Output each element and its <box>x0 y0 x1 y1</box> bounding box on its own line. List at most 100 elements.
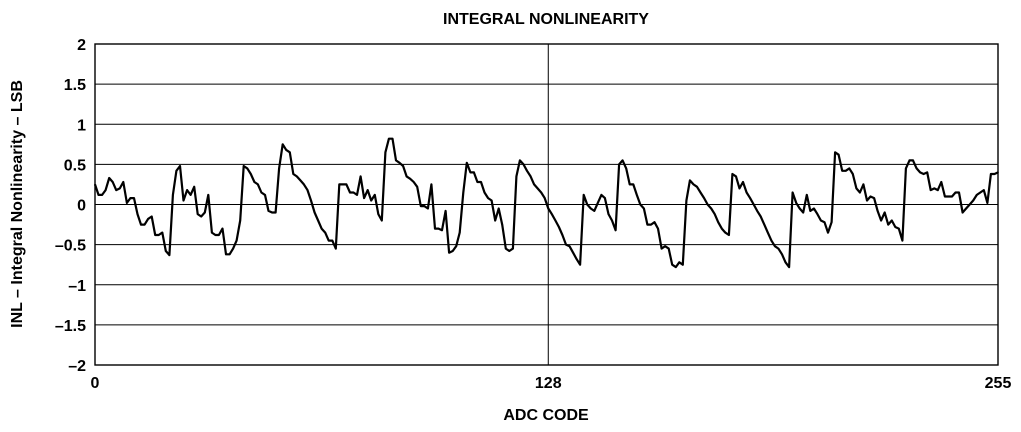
data-point <box>986 202 989 204</box>
y-tick-label: 1 <box>77 117 86 134</box>
y-tick-label: 2 <box>77 37 86 54</box>
data-point <box>490 199 493 202</box>
data-point <box>536 187 539 190</box>
data-point <box>402 165 404 167</box>
data-point <box>161 231 164 234</box>
y-tick-label: 1.5 <box>64 77 86 94</box>
data-point <box>968 203 971 206</box>
data-point <box>823 221 826 223</box>
data-point <box>568 245 571 247</box>
data-point <box>965 207 967 210</box>
data-point <box>154 234 156 236</box>
data-point <box>189 194 192 196</box>
data-point <box>728 234 730 236</box>
data-point <box>551 213 553 215</box>
data-point <box>388 137 390 140</box>
data-point <box>646 223 649 226</box>
data-point <box>745 191 748 194</box>
data-point <box>618 163 620 166</box>
data-point <box>480 181 482 183</box>
data-point <box>405 175 408 178</box>
data-point <box>958 191 960 194</box>
data-point <box>724 231 727 234</box>
data-point <box>855 187 858 190</box>
data-point <box>611 219 613 222</box>
data-point <box>961 211 964 214</box>
data-point <box>533 183 535 186</box>
data-point <box>997 171 999 174</box>
data-point <box>937 189 939 191</box>
data-point <box>650 223 652 226</box>
data-point <box>515 175 518 178</box>
x-tick-label: 255 <box>985 375 1012 392</box>
data-point <box>299 179 302 182</box>
data-point <box>802 211 804 214</box>
data-points <box>94 137 999 268</box>
data-point <box>412 181 415 183</box>
data-point <box>887 223 889 226</box>
data-point <box>409 178 412 180</box>
data-point <box>558 226 560 228</box>
data-point <box>303 183 305 186</box>
data-point <box>200 215 202 218</box>
data-point <box>752 203 755 206</box>
y-tick-label: –2 <box>68 358 86 375</box>
data-point <box>204 211 206 214</box>
data-point <box>628 183 631 186</box>
data-point <box>253 181 256 183</box>
x-axis-title: ADC CODE <box>503 407 589 424</box>
data-point <box>175 170 178 172</box>
data-point <box>749 197 751 199</box>
data-point <box>483 191 486 194</box>
x-tick-labels: 0 128 255 <box>91 375 1012 392</box>
data-point <box>873 197 875 199</box>
data-point <box>384 151 387 154</box>
plot-frame <box>94 43 999 366</box>
data-point <box>157 234 160 236</box>
data-point <box>115 189 117 191</box>
data-point <box>473 171 475 174</box>
data-point <box>777 247 780 250</box>
data-point <box>883 211 886 214</box>
data-point <box>795 202 797 204</box>
y-tick-label: 0.5 <box>64 157 86 174</box>
data-point <box>774 245 776 247</box>
data-point <box>816 213 819 215</box>
data-point <box>331 239 334 242</box>
data-point <box>898 227 900 230</box>
x-tick-label: 0 <box>91 375 100 392</box>
data-point <box>182 199 185 202</box>
data-point <box>211 231 213 234</box>
data-point <box>979 191 982 194</box>
data-point <box>710 207 712 210</box>
data-point <box>912 159 914 162</box>
data-point <box>469 171 472 174</box>
x-tick-label: 128 <box>535 375 562 392</box>
data-point <box>703 197 705 199</box>
data-point <box>526 170 528 172</box>
data-point <box>767 231 769 234</box>
data-point <box>260 191 263 194</box>
data-point <box>476 181 479 183</box>
data-point <box>639 203 642 206</box>
data-point <box>632 183 635 186</box>
data-point <box>267 210 270 212</box>
data-point <box>239 219 241 222</box>
data-point <box>512 247 514 250</box>
data-point <box>706 203 709 206</box>
data-point <box>289 151 291 154</box>
data-point <box>667 247 670 250</box>
data-point <box>501 223 504 226</box>
data-point <box>101 194 103 196</box>
data-point <box>908 159 911 162</box>
data-point <box>664 245 666 247</box>
data-point <box>572 251 574 254</box>
data-point <box>281 143 284 146</box>
data-point <box>798 207 801 210</box>
data-point <box>731 173 734 175</box>
data-point <box>427 207 429 210</box>
data-point <box>264 194 266 196</box>
data-point <box>179 165 181 167</box>
data-point <box>894 226 897 228</box>
